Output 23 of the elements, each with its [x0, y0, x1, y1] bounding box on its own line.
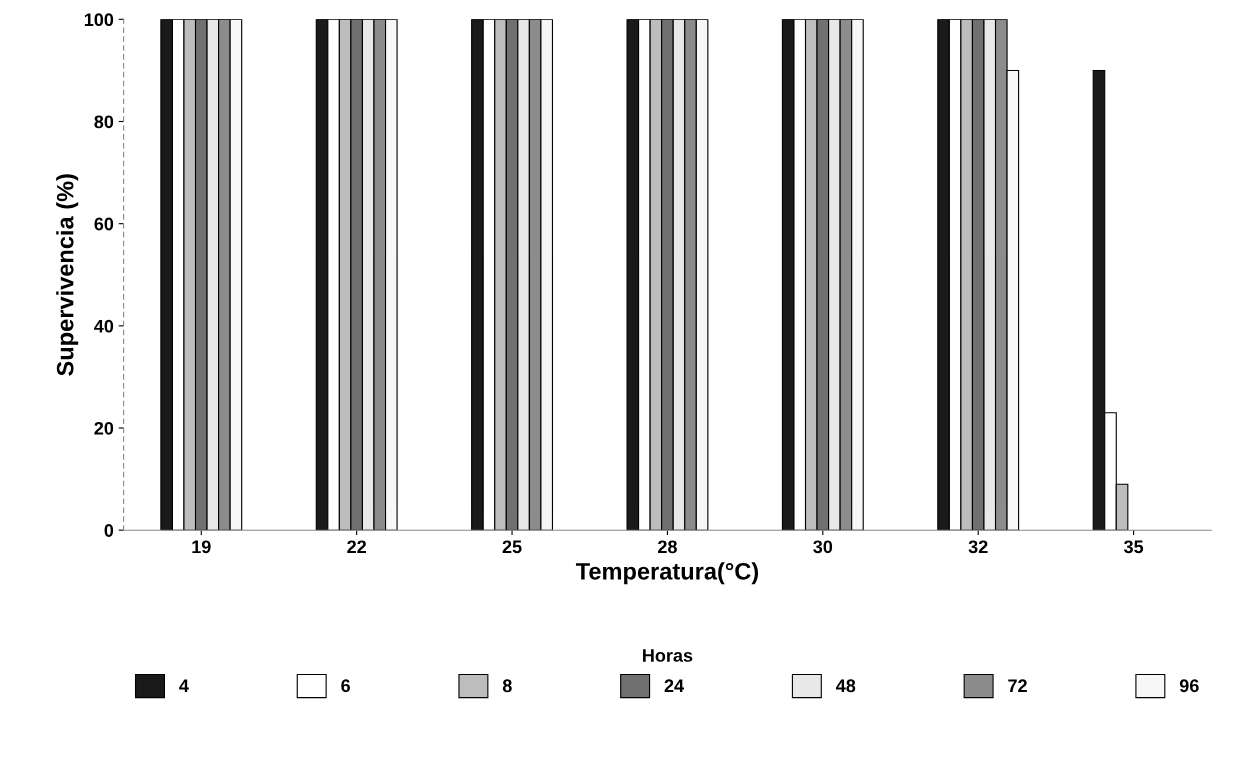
legend-label: 96: [1179, 679, 1199, 693]
legend-label: 72: [1008, 679, 1027, 692]
legend-label: 24: [664, 679, 684, 692]
x-tick-label: 28: [658, 540, 677, 554]
x-tick-label: 25: [502, 540, 522, 554]
legend-label: 8: [502, 679, 512, 693]
x-tick-label: 32: [968, 540, 988, 554]
x-tick-label: 22: [347, 540, 366, 553]
x-tick-label: 30: [813, 540, 833, 554]
y-tick-label: 80: [94, 115, 114, 129]
legend-label: 6: [341, 679, 350, 693]
x-axis-title: Temperatura(°C): [575, 562, 759, 585]
x-tick-label: 35: [1123, 540, 1144, 554]
y-tick-label: 0: [104, 524, 114, 537]
legend-label: 48: [836, 679, 856, 693]
legend-title: Horas: [643, 649, 693, 662]
y-tick-label: 100: [84, 13, 114, 27]
y-tick-label: 40: [94, 319, 114, 333]
y-axis-title: Supervivencia (%): [56, 174, 79, 376]
y-tick-label: 20: [94, 421, 114, 435]
y-tick-label: 60: [94, 217, 114, 231]
x-tick-label: 19: [192, 540, 211, 554]
legend-label: 4: [179, 679, 189, 692]
